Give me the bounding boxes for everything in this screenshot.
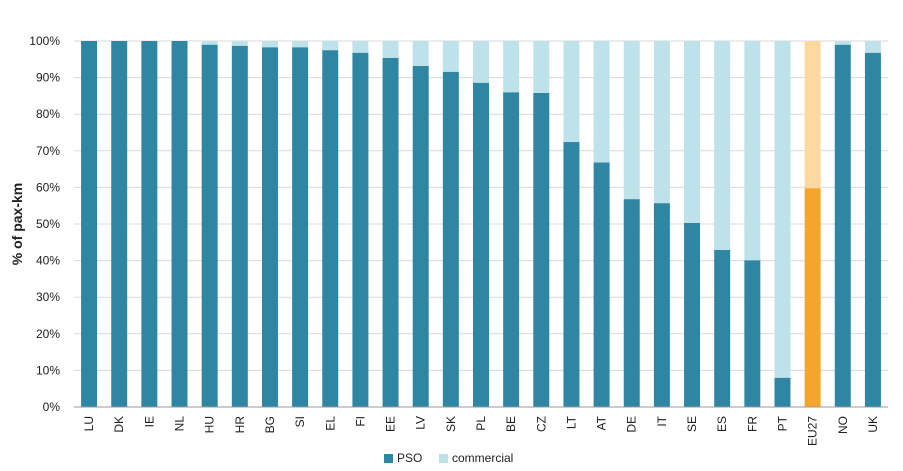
bar-pso-dk [111,41,128,407]
bar-pso-hr [231,45,248,408]
x-tick-label: SI [293,416,307,427]
y-tick-label: 20% [36,327,60,341]
bar-commercial-se [684,41,701,223]
x-tick-label: NL [173,416,187,432]
y-tick-label: 70% [36,144,60,158]
bar-commercial-fi [352,41,369,53]
bar-pso-ie [141,41,158,407]
bar-commercial-at [593,41,610,163]
bar-commercial-el [322,41,339,51]
x-tick-label: BE [504,416,518,432]
bar-pso-bg [261,47,278,408]
y-tick-label: 0% [43,400,61,414]
legend-label-pso: PSO [397,451,422,465]
y-tick-label: 90% [36,71,60,85]
x-tick-label: BG [263,416,277,433]
x-tick-label: LT [564,415,578,429]
bar-pso-el [322,50,339,408]
bar-pso-ee [382,57,399,407]
bar-commercial-sk [442,41,459,72]
x-tick-label: PT [775,415,789,431]
bar-commercial-bg [261,41,278,48]
x-tick-label: LU [82,416,96,431]
bar-pso-be [503,92,520,408]
bar-commercial-pl [473,41,489,83]
legend-swatch-commercial [439,454,448,463]
bar-commercial-de [623,41,640,200]
bar-commercial-lv [412,41,429,66]
bar-commercial-ee [382,41,399,58]
y-tick-label: 30% [36,290,60,304]
y-tick-label: 100% [29,34,60,48]
bar-pso-at [593,162,610,407]
x-tick-label: SE [685,416,699,432]
bar-pso-sk [442,71,459,407]
bar-pso-cz [533,92,550,408]
x-tick-label: FR [745,416,759,432]
bar-commercial-no [834,41,851,45]
y-tick-label: 60% [36,180,60,194]
y-axis-title: % of pax-km [9,183,25,265]
bar-commercial-hu [201,41,218,45]
legend-swatch-pso [384,454,393,463]
x-tick-label: EE [384,416,398,432]
x-tick-label: IE [142,416,156,427]
bar-commercial-si [292,41,309,48]
x-tick-label: EU27 [806,416,820,446]
bars [81,41,881,408]
bar-pso-pl [473,82,489,407]
legend: PSO commercial [384,451,513,465]
bar-commercial-hr [231,41,248,46]
bar-pso-hu [201,44,218,407]
y-tick-label: 50% [36,217,60,231]
x-tick-label: IT [655,415,669,426]
y-tick-label: 10% [36,363,60,377]
bar-commercial-lt [563,41,580,143]
bar-pso-se [684,222,701,407]
x-tick-label: LV [414,416,428,430]
bar-commercial-it [653,41,670,204]
bar-commercial-pt [774,41,791,378]
x-tick-label: HU [203,416,217,433]
bar-pso-nl [171,41,188,407]
y-tick-labels: 0% 10% 20% 30% 40% 50% 60% 70% 80% 90% 100% [29,34,60,414]
x-tick-labels: LU DK IE NL HU HR BG SI EL FI EE LV SK PL BE CZ LT AT DE IT… [82,415,880,446]
bar-commercial-es [714,41,731,250]
x-tick-label: DE [625,416,639,433]
bar-pso-uk [864,52,881,407]
bar-pso-pt [774,377,791,407]
bar-commercial-uk [864,41,881,53]
bar-pso-fi [352,52,369,407]
bar-pso-lu [81,41,98,407]
bar-pso-si [292,47,309,408]
bar-commercial-eu27 [804,41,821,189]
x-tick-label: UK [866,416,880,433]
bar-commercial-fr [744,41,761,261]
x-tick-label: FI [353,416,367,427]
bar-commercial-cz [533,41,550,93]
x-tick-label: ES [715,416,729,432]
bar-pso-de [623,199,640,407]
bar-commercial-be [503,41,520,93]
legend-label-commercial: commercial [452,451,513,465]
x-tick-label: NO [836,416,850,434]
bar-pso-es [714,249,731,407]
x-tick-label: EL [323,416,337,431]
bar-pso-no [834,44,851,407]
y-tick-label: 80% [36,107,60,121]
x-tick-label: CZ [534,416,548,432]
bar-pso-lv [412,65,429,407]
bar-pso-lt [563,142,580,408]
x-tick-label: SK [444,416,458,432]
x-tick-label: PL [474,416,488,431]
x-tick-label: DK [112,416,126,433]
x-tick-label: HR [233,416,247,434]
bar-pso-fr [744,260,761,407]
bar-pso-it [653,203,670,407]
bar-pso-eu27 [804,188,821,407]
y-tick-label: 40% [36,254,60,268]
x-tick-label: AT [595,415,609,430]
